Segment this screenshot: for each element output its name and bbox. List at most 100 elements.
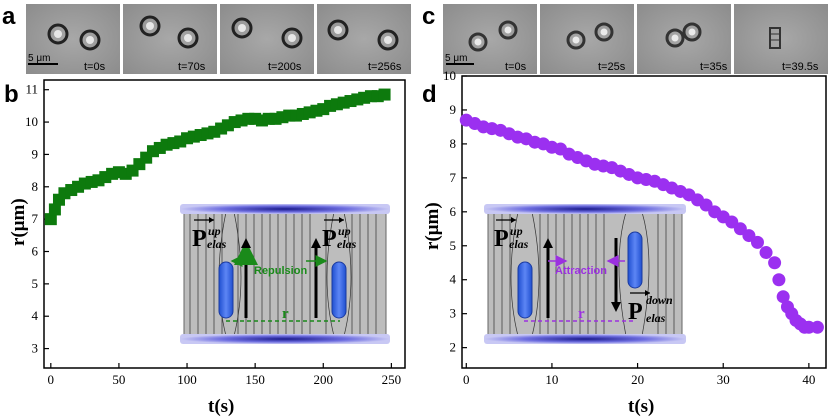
bottom-plate (180, 334, 390, 344)
y-tick-label: 8 (32, 179, 39, 194)
y-tick-label: 5 (450, 238, 457, 253)
frame-time-label: t=39.5s (782, 61, 819, 73)
chart-panel-b: 0 50 100 150 200 250 3 4 5 6 7 8 9 10 11 t(s) r(μm) (8, 79, 406, 417)
micrograph-frame: 5 μm t=0s (443, 4, 537, 74)
y-tick-label: 6 (32, 244, 39, 259)
particle-rod (331, 261, 347, 319)
y-tick-label: 5 (32, 276, 39, 291)
y-tick-label: 7 (32, 211, 39, 226)
plot-frame (43, 79, 406, 369)
y-tick-label: 3 (450, 306, 457, 321)
frame-time-label: t=0s (505, 61, 527, 73)
data-point (44, 213, 57, 226)
distance-label: r (578, 306, 585, 322)
frame-time-label: t=0s (84, 61, 106, 73)
x-tick-label: 0 (463, 372, 470, 387)
frame-time-label: t=25s (598, 61, 626, 73)
x-tick-label: 40 (802, 372, 815, 387)
svg-text:elas: elas (337, 237, 357, 251)
force-label-right: P up elas (322, 217, 357, 252)
frame-time-label: t=70s (178, 61, 206, 73)
x-tick-label: 250 (382, 372, 402, 387)
y-tick-label: 9 (450, 102, 457, 117)
svg-text:down: down (646, 293, 673, 307)
data-point (750, 235, 764, 249)
svg-text:up: up (338, 224, 351, 238)
micrograph-frame: t=39.5s (734, 4, 828, 74)
distance-label: r (282, 306, 289, 322)
panel-label-d: d (422, 81, 437, 108)
top-plate (484, 204, 686, 214)
svg-text:P: P (192, 226, 207, 252)
data-point (768, 256, 782, 270)
y-tick-label: 7 (450, 170, 457, 185)
svg-text:elas: elas (509, 237, 529, 251)
svg-text:up: up (208, 224, 221, 238)
svg-text:P: P (628, 299, 643, 325)
particle-rod (218, 261, 234, 319)
particle-rod (517, 261, 533, 319)
y-tick-label: 10 (443, 68, 456, 83)
y-tick-label: 8 (450, 136, 457, 151)
x-tick-label: 100 (177, 372, 197, 387)
data-point (810, 320, 824, 334)
scale-label: 5 μm (28, 53, 50, 64)
micrograph-frame: t=35s (637, 4, 731, 74)
force-label-left: P up elas (494, 217, 529, 252)
top-plate (180, 204, 390, 214)
frame-strip-c: 5 μm t=0s t=25s t=35s t=39.5s (443, 4, 828, 74)
frame-time-label: t=200s (268, 61, 302, 73)
svg-text:elas: elas (646, 311, 666, 325)
y-tick-label: 3 (32, 341, 39, 356)
svg-text:P: P (322, 226, 337, 252)
frame-time-label: t=256s (368, 61, 402, 73)
x-tick-label: 10 (545, 372, 558, 387)
inset-schematic-attraction: Attraction r P up elas P down elas (484, 204, 686, 344)
panel-label-b: b (4, 81, 19, 108)
data-point (378, 88, 391, 101)
data-point (772, 273, 786, 287)
y-tick-label: 4 (32, 308, 39, 323)
inset-schematic-repulsion: Repulsion r P up elas P up elas (180, 204, 390, 344)
x-tick-label: 150 (245, 372, 265, 387)
force-label-left: P up elas (192, 217, 227, 252)
panel-label-a: a (2, 3, 16, 30)
data-point (201, 127, 214, 140)
y-tick-label: 4 (450, 272, 457, 287)
interaction-label: Repulsion (254, 265, 307, 277)
particle-rod (627, 231, 643, 289)
data-point (119, 167, 132, 180)
x-tick-label: 0 (48, 372, 55, 387)
y-axis-label: r(μm) (8, 198, 29, 246)
x-axis-label: t(s) (628, 396, 654, 417)
panel-label-c: c (422, 3, 435, 30)
data-point (776, 290, 790, 304)
frame-time-label: t=35s (700, 61, 728, 73)
y-tick-label: 11 (25, 82, 38, 97)
frame-strip-a: 5 μm t=0s t=70s t=200s t=256s (26, 4, 411, 74)
data-point (58, 187, 71, 200)
x-tick-label: 30 (717, 372, 730, 387)
plot-frame (461, 75, 827, 369)
svg-text:elas: elas (207, 237, 227, 251)
y-tick-label: 10 (25, 114, 38, 129)
micrograph-frame: t=200s (220, 4, 314, 74)
data-point (759, 246, 773, 260)
x-axis-label: t(s) (208, 396, 234, 417)
scale-label: 5 μm (445, 53, 467, 64)
y-axis-label: r(μm) (422, 202, 443, 250)
micrograph-frame: 5 μm t=0s (26, 4, 120, 74)
svg-text:up: up (510, 224, 523, 238)
micrograph-frame: t=25s (540, 4, 634, 74)
bottom-plate (484, 334, 686, 344)
force-label-right: P down elas (628, 290, 673, 325)
x-tick-label: 200 (314, 372, 334, 387)
chart-panel-d: 0 10 20 30 40 2 3 4 5 6 7 8 9 10 t(s) r(μm) (422, 68, 827, 417)
y-tick-label: 9 (32, 146, 39, 161)
y-tick-label: 2 (450, 340, 457, 355)
micrograph-frame: t=70s (123, 4, 217, 74)
interaction-label: Attraction (555, 265, 607, 277)
y-tick-label: 6 (450, 204, 457, 219)
svg-text:P: P (494, 226, 509, 252)
